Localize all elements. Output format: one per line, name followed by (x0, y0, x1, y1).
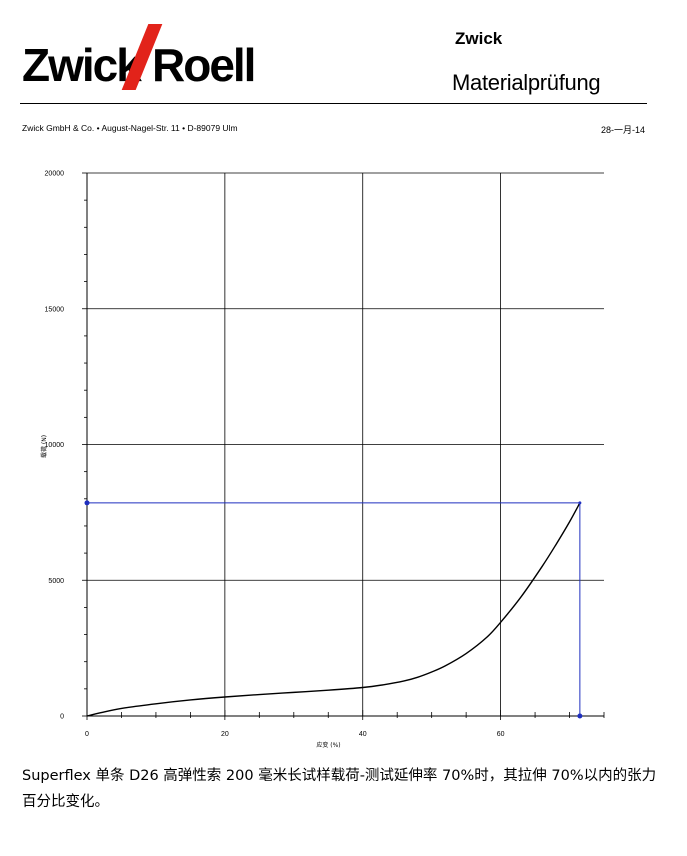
department-name: Materialprüfung (452, 70, 601, 95)
load-strain-chart: 0 5000 10000 15000 20000 0 20 40 60 应变 (%) 载荷 (N… (40, 171, 605, 749)
tick-labels: 0 5000 10000 15000 20000 0 20 40 60 (45, 171, 505, 739)
y-tick-label-0: 0 (60, 714, 64, 721)
brand-name: Zwick (455, 29, 503, 48)
x-axis-label: 应变 (%) (316, 741, 340, 749)
x-tick-label-40: 40 (359, 731, 367, 738)
report-date: 28-一月-14 (600, 125, 645, 135)
y-axis-label: 载荷 (N) (40, 435, 48, 458)
y-tick-label-5000: 5000 (48, 578, 64, 585)
x-tick-label-60: 60 (497, 731, 505, 738)
grid-lines (87, 172, 604, 716)
logo-word-roell: Roell (152, 39, 256, 91)
y-tick-label-20000: 20000 (45, 171, 65, 178)
axis-ticks (82, 172, 605, 720)
marker-dot-x-axis (577, 713, 583, 719)
marker-dot-y-axis (84, 500, 90, 506)
y-tick-label-10000: 10000 (45, 442, 65, 449)
zwick-roell-logo: Zwick Roell (22, 22, 256, 92)
company-address: Zwick GmbH & Co. • August-Nagel-Str. 11 … (22, 123, 238, 133)
y-tick-label-15000: 15000 (45, 306, 65, 313)
marker-dot-curve-end (578, 501, 582, 505)
figure-caption: Superflex 单条 D26 高弹性索 200 毫米长试样载荷-测试延伸率 … (22, 768, 657, 810)
x-tick-label-20: 20 (221, 731, 229, 738)
load-curve (86, 502, 581, 717)
header-divider (20, 103, 647, 104)
logo-word-zwick: Zwick (22, 39, 142, 91)
x-tick-label-0: 0 (85, 731, 89, 738)
